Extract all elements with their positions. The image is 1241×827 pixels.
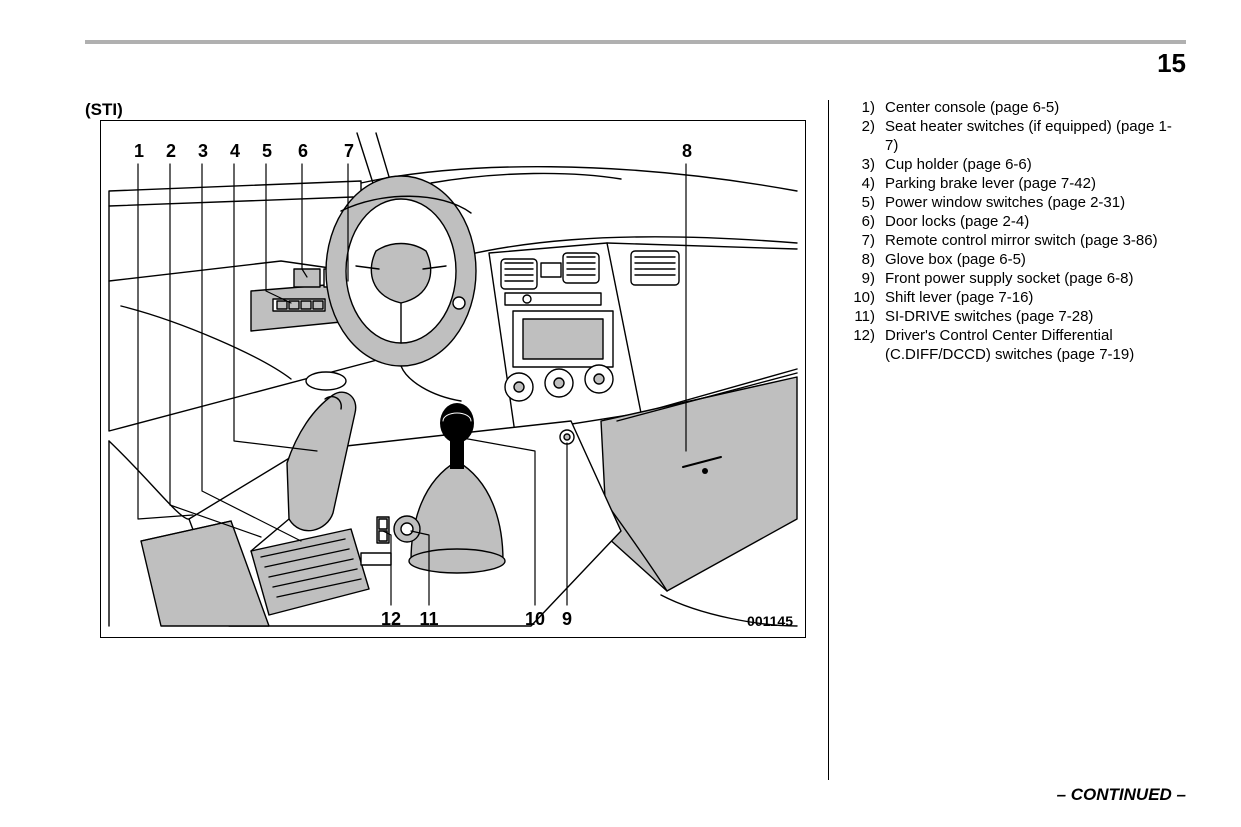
legend-text: Driver's Control Center Differential (C.…	[885, 326, 1185, 364]
callout-9: 9	[557, 609, 577, 630]
legend-text: Glove box (page 6-5)	[885, 250, 1185, 269]
legend-text: Shift lever (page 7-16)	[885, 288, 1185, 307]
legend-text: Center console (page 6-5)	[885, 98, 1185, 117]
legend-row: 9) Front power supply socket (page 6-8)	[845, 269, 1185, 288]
callout-8: 8	[677, 141, 697, 162]
legend-num: 1)	[845, 98, 875, 117]
legend-row: 2) Seat heater switches (if equipped) (pa…	[845, 117, 1185, 155]
legend-num: 8)	[845, 250, 875, 269]
top-rule	[85, 40, 1186, 44]
column-divider	[828, 100, 829, 780]
legend-row: 11) SI-DRIVE switches (page 7-28)	[845, 307, 1185, 326]
callout-12: 12	[381, 609, 401, 630]
legend-text: Remote control mirror switch (page 3-86)	[885, 231, 1185, 250]
legend-row: 8) Glove box (page 6-5)	[845, 250, 1185, 269]
legend-row: 4) Parking brake lever (page 7-42)	[845, 174, 1185, 193]
legend-text: Power window switches (page 2-31)	[885, 193, 1185, 212]
callout-10: 10	[525, 609, 545, 630]
callout-1: 1	[129, 141, 149, 162]
legend-text: Parking brake lever (page 7-42)	[885, 174, 1185, 193]
legend-row: 1) Center console (page 6-5)	[845, 98, 1185, 117]
callout-7: 7	[339, 141, 359, 162]
interior-figure: 12345678 1211109 001145	[100, 120, 806, 638]
legend-row: 6) Door locks (page 2-4)	[845, 212, 1185, 231]
legend-text: Door locks (page 2-4)	[885, 212, 1185, 231]
legend-num: 4)	[845, 174, 875, 193]
legend-num: 12)	[845, 326, 875, 345]
legend-text: Cup holder (page 6-6)	[885, 155, 1185, 174]
callout-6: 6	[293, 141, 313, 162]
legend-num: 9)	[845, 269, 875, 288]
legend-num: 6)	[845, 212, 875, 231]
legend-text: Seat heater switches (if equipped) (page…	[885, 117, 1185, 155]
continued-label: – CONTINUED –	[1057, 785, 1186, 805]
legend-row: 5) Power window switches (page 2-31)	[845, 193, 1185, 212]
legend-num: 3)	[845, 155, 875, 174]
legend-text: Front power supply socket (page 6-8)	[885, 269, 1185, 288]
legend-num: 2)	[845, 117, 875, 136]
figure-code: 001145	[747, 613, 793, 629]
legend-row: 7) Remote control mirror switch (page 3-8…	[845, 231, 1185, 250]
legend-num: 11)	[845, 307, 875, 326]
callout-3: 3	[193, 141, 213, 162]
callout-4: 4	[225, 141, 245, 162]
legend-row: 3) Cup holder (page 6-6)	[845, 155, 1185, 174]
legend-num: 5)	[845, 193, 875, 212]
legend-row: 10) Shift lever (page 7-16)	[845, 288, 1185, 307]
interior-svg	[101, 121, 805, 637]
callout-2: 2	[161, 141, 181, 162]
legend-list: 1) Center console (page 6-5) 2) Seat heater…	[845, 98, 1185, 364]
legend-num: 7)	[845, 231, 875, 250]
page-number: 15	[1157, 48, 1186, 79]
model-label: (STI)	[85, 100, 123, 120]
legend-text: SI-DRIVE switches (page 7-28)	[885, 307, 1185, 326]
legend-row: 12) Driver's Control Center Differential …	[845, 326, 1185, 364]
callout-11: 11	[419, 609, 439, 630]
legend-num: 10)	[845, 288, 875, 307]
callout-5: 5	[257, 141, 277, 162]
